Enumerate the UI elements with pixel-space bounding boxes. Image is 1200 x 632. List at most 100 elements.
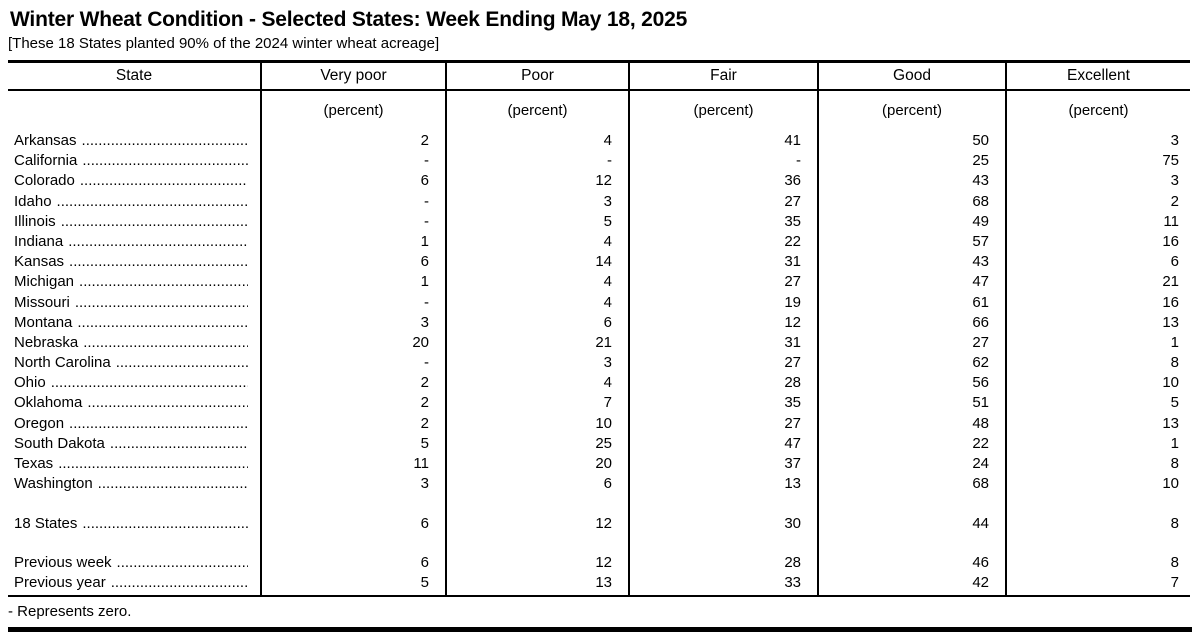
good-value: 22	[817, 433, 1005, 454]
good-value: 43	[817, 252, 1005, 273]
good-value: 49	[817, 211, 1005, 232]
very-poor-value: 2	[260, 131, 445, 152]
table-row: Oregon 2 10 27 48 13	[8, 413, 1190, 434]
table-row: Michigan 1 4 27 47 21	[8, 272, 1190, 293]
very-poor-value: 6	[260, 252, 445, 273]
excellent-value: 13	[1005, 413, 1190, 434]
state-name-cell: Nebraska	[8, 333, 260, 353]
good-value: 43	[817, 171, 1005, 192]
good-value: 68	[817, 474, 1005, 495]
state-name: Oregon	[14, 414, 65, 432]
very-poor-value: 3	[260, 474, 445, 495]
table-row: South Dakota 5 25 47 22 1	[8, 433, 1190, 454]
state-name: Indiana	[14, 232, 64, 250]
fair-value: 27	[628, 353, 817, 374]
excellent-value: 3	[1005, 171, 1190, 192]
zero-footnote: - Represents zero.	[8, 602, 132, 620]
fair-value: 12	[628, 312, 817, 333]
table-row: North Carolina - 3 27 62 8	[8, 353, 1190, 374]
good-value: 24	[817, 454, 1005, 475]
state-name: California	[14, 152, 78, 170]
excellent-value: 6	[1005, 252, 1190, 273]
unit-row: (percent) (percent) (percent) (percent) …	[8, 91, 1190, 123]
good-value: 62	[817, 353, 1005, 374]
leader-dots	[79, 272, 248, 292]
state-name: Colorado	[14, 172, 75, 190]
excellent-value: 8	[1005, 552, 1190, 573]
table-header-row: State Very poor Poor Fair Good Excellent	[8, 63, 1190, 91]
state-name: Missouri	[14, 293, 70, 311]
very-poor-value: 5	[260, 572, 445, 593]
very-poor-value: 2	[260, 413, 445, 434]
unit-label: (percent)	[260, 91, 445, 123]
poor-value: 4	[445, 272, 628, 293]
excellent-value: 8	[1005, 454, 1190, 475]
good-value: 42	[817, 572, 1005, 593]
unit-label: (percent)	[817, 91, 1005, 123]
table-row: Arkansas 2 4 41 50 3	[8, 131, 1190, 152]
fair-value: -	[628, 151, 817, 172]
state-name: Washington	[14, 475, 93, 493]
poor-value: 4	[445, 131, 628, 152]
state-name-cell: Texas	[8, 454, 260, 474]
total-row: 18 States 6 12 30 44 8	[8, 514, 1190, 535]
very-poor-value: 6	[260, 552, 445, 573]
state-name-cell: Oklahoma	[8, 393, 260, 413]
state-name: Arkansas	[14, 132, 77, 149]
excellent-value: 10	[1005, 373, 1190, 394]
column-header-poor: Poor	[445, 63, 628, 89]
table-row: Texas 11 20 37 24 8	[8, 454, 1190, 475]
poor-value: 4	[445, 292, 628, 313]
state-name: Illinois	[14, 212, 56, 230]
state-name-cell: Illinois	[8, 212, 260, 232]
very-poor-value: 5	[260, 433, 445, 454]
excellent-value: 13	[1005, 312, 1190, 333]
fair-value: 31	[628, 252, 817, 273]
poor-value: 6	[445, 312, 628, 333]
state-name: Michigan	[14, 273, 75, 291]
fair-value: 41	[628, 131, 817, 152]
fair-value: 47	[628, 433, 817, 454]
column-header-good: Good	[817, 63, 1005, 89]
poor-value: 10	[445, 413, 628, 434]
spacer-row	[8, 123, 1190, 131]
state-name: Idaho	[14, 192, 52, 210]
state-name-cell: Previous week	[8, 553, 260, 573]
poor-value: 12	[445, 171, 628, 192]
poor-value: 4	[445, 373, 628, 394]
table-row: Montana 3 6 12 66 13	[8, 312, 1190, 333]
very-poor-value: -	[260, 151, 445, 172]
excellent-value: 16	[1005, 292, 1190, 313]
excellent-value: 7	[1005, 572, 1190, 593]
column-header-very-poor: Very poor	[260, 63, 445, 89]
leader-dots	[57, 192, 248, 212]
state-name: Oklahoma	[14, 394, 83, 412]
previous-week-label: Previous week	[14, 553, 112, 571]
fair-value: 33	[628, 572, 817, 593]
state-name-cell: Washington	[8, 474, 260, 494]
state-name: North Carolina	[14, 354, 111, 372]
spacer-row	[8, 494, 1190, 515]
excellent-value: 5	[1005, 393, 1190, 414]
previous-week-row: Previous week 6 12 28 46 8	[8, 552, 1190, 573]
fair-value: 35	[628, 393, 817, 414]
state-name: Kansas	[14, 253, 65, 271]
state-name-cell: Arkansas	[8, 131, 260, 151]
state-name: Texas	[14, 455, 54, 472]
good-value: 50	[817, 131, 1005, 152]
table-row: Kansas 6 14 31 43 6	[8, 252, 1190, 273]
leader-dots	[80, 171, 248, 191]
fair-value: 27	[628, 272, 817, 293]
page-subtitle: [These 18 States planted 90% of the 2024…	[8, 35, 440, 52]
very-poor-value: 1	[260, 272, 445, 293]
table-row: Oklahoma 2 7 35 51 5	[8, 393, 1190, 414]
very-poor-value: -	[260, 211, 445, 232]
very-poor-value: -	[260, 353, 445, 374]
excellent-value: 11	[1005, 211, 1190, 232]
column-header-state: State	[115, 67, 153, 84]
excellent-value: 1	[1005, 433, 1190, 454]
good-value: 61	[817, 292, 1005, 313]
excellent-value: 75	[1005, 151, 1190, 172]
previous-year-row: Previous year 5 13 33 42 7	[8, 572, 1190, 593]
fair-value: 13	[628, 474, 817, 495]
